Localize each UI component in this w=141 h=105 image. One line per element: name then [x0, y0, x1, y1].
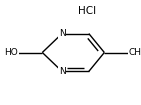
Text: N: N — [59, 67, 65, 76]
Text: CH₃: CH₃ — [128, 48, 141, 57]
Text: HCl: HCl — [78, 5, 96, 16]
Text: HO: HO — [5, 48, 18, 57]
Text: N: N — [59, 29, 65, 38]
